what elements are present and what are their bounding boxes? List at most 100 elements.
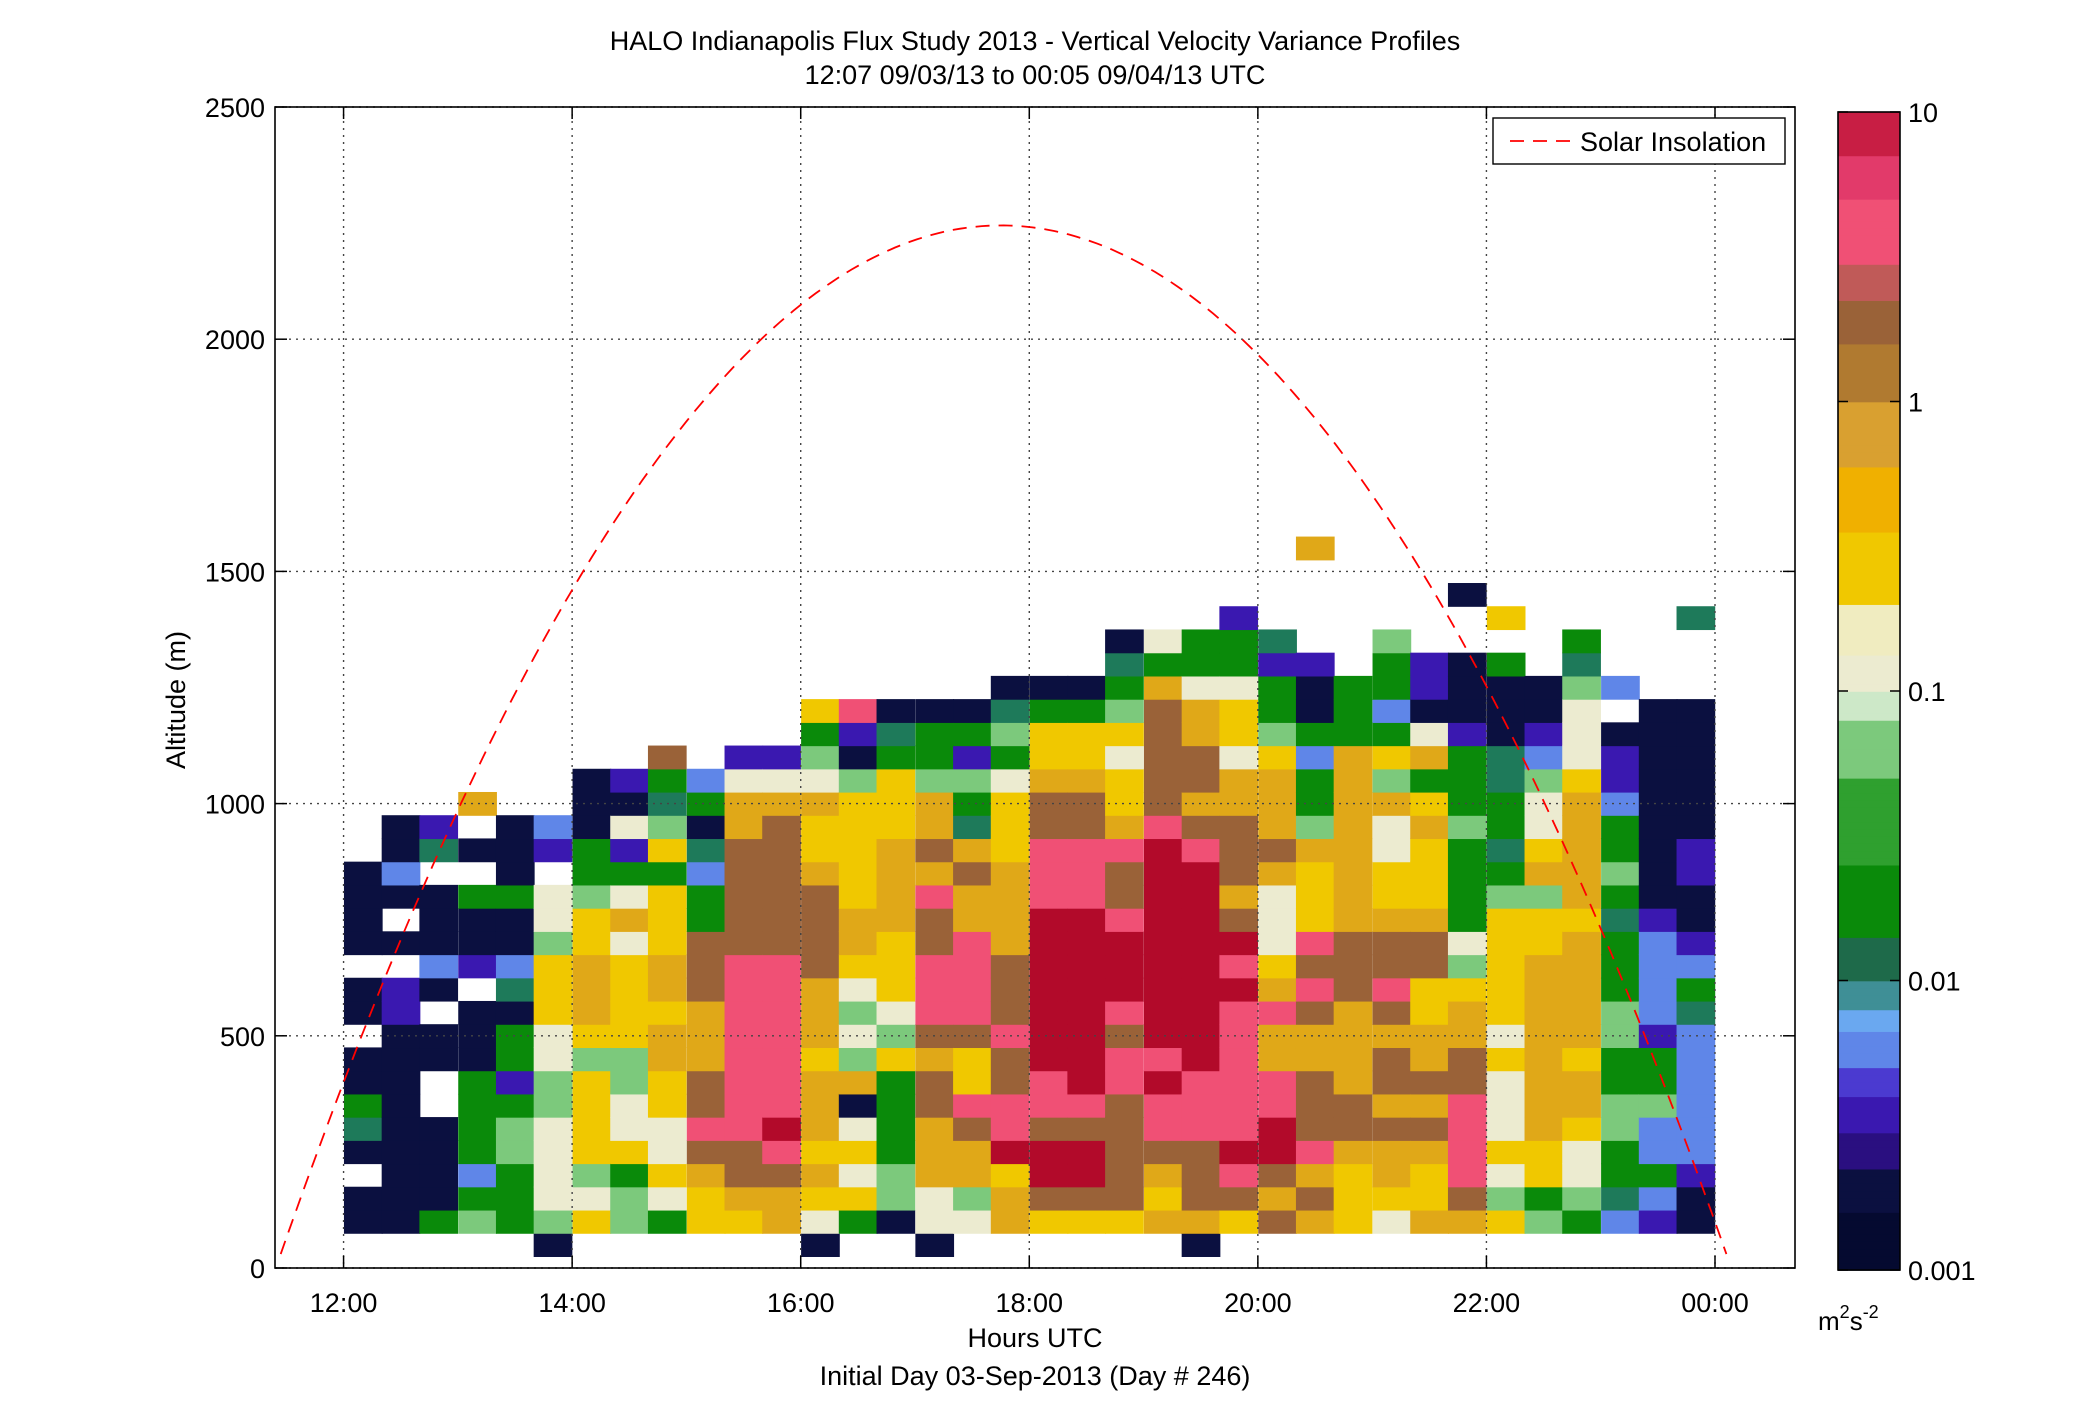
heatmap-cell <box>1067 768 1107 793</box>
heatmap-cell <box>1143 722 1183 747</box>
heatmap-cell <box>915 768 955 793</box>
heatmap-cell <box>533 1047 573 1072</box>
heatmap-cell <box>495 1186 535 1211</box>
heatmap-cell <box>762 954 801 979</box>
heatmap-cell <box>1524 1093 1564 1118</box>
heatmap-cell <box>1029 1186 1069 1211</box>
heatmap-cell <box>533 1140 573 1165</box>
heatmap-cell <box>1372 861 1412 886</box>
heatmap-cell <box>686 884 726 909</box>
heatmap-cell <box>1372 1024 1412 1049</box>
colorbar-band <box>1838 524 1900 533</box>
heatmap-cell <box>876 1140 916 1165</box>
heatmap-cell <box>1067 745 1107 770</box>
heatmap-cell <box>953 722 992 747</box>
heatmap-cell <box>953 908 992 932</box>
chart-title-line1: HALO Indianapolis Flux Study 2013 - Vert… <box>610 26 1460 56</box>
heatmap-cell <box>610 1024 649 1049</box>
heatmap-cell <box>876 1186 916 1211</box>
heatmap-cell <box>381 1000 421 1025</box>
heatmap-cell <box>762 1024 801 1049</box>
colorbar-band <box>1838 1197 1900 1206</box>
heatmap-cell <box>1410 884 1449 909</box>
heatmap-cell <box>1524 954 1564 979</box>
colorbar-band <box>1838 857 1900 866</box>
colorbar-band <box>1838 582 1900 591</box>
heatmap-cell <box>1067 675 1107 700</box>
heatmap-cell <box>1181 884 1221 909</box>
heatmap-cell <box>1410 699 1449 723</box>
heatmap-cell <box>1067 954 1107 979</box>
heatmap-cell <box>1105 652 1144 677</box>
heatmap-cell <box>1638 699 1678 723</box>
heatmap-cell <box>1143 1024 1183 1049</box>
heatmap-cell <box>801 722 840 747</box>
heatmap-cell <box>1219 884 1259 909</box>
heatmap-cell <box>1447 1000 1487 1025</box>
heatmap-cell <box>1181 1093 1221 1118</box>
heatmap-cell <box>686 1047 726 1072</box>
heatmap-cell <box>953 838 992 863</box>
colorbar-band <box>1838 1139 1900 1148</box>
heatmap-cell <box>990 1186 1030 1211</box>
heatmap-cell <box>953 1047 992 1072</box>
heatmap-cell <box>1676 1000 1716 1025</box>
heatmap-cell <box>915 1070 955 1095</box>
heatmap-cell <box>1447 838 1487 863</box>
heatmap-cell <box>953 1024 992 1049</box>
heatmap-cell <box>1181 1233 1221 1257</box>
heatmap-cell <box>1219 1047 1259 1072</box>
colorbar-band <box>1838 567 1900 576</box>
heatmap-cell <box>1029 1163 1069 1188</box>
heatmap-cell <box>686 1024 726 1049</box>
colorbar-band <box>1838 1190 1900 1199</box>
heatmap-cell <box>801 1093 840 1118</box>
heatmap-cell <box>1410 977 1449 1002</box>
heatmap-cell <box>1562 908 1601 932</box>
heatmap-cell <box>1333 1186 1373 1211</box>
heatmap-cell <box>1601 931 1640 956</box>
heatmap-cell <box>647 1093 687 1118</box>
heatmap-cell <box>381 884 421 909</box>
heatmap-cell <box>801 1117 840 1141</box>
heatmap-cell <box>1638 815 1678 840</box>
heatmap-cell <box>762 861 801 886</box>
colorbar-band <box>1838 575 1900 584</box>
heatmap-cell <box>1105 884 1144 909</box>
heatmap-cell <box>953 1000 992 1025</box>
colorbar-band <box>1838 828 1900 837</box>
heatmap-cell <box>915 1047 955 1072</box>
heatmap-cell <box>838 1070 878 1095</box>
heatmap-cell <box>343 977 383 1002</box>
x-tick-label: 22:00 <box>1453 1288 1521 1318</box>
colorbar-band <box>1838 300 1900 309</box>
colorbar-band <box>1838 1132 1900 1141</box>
heatmap-cell <box>1295 1024 1335 1049</box>
heatmap-cell <box>1410 931 1449 956</box>
heatmap-cell <box>647 977 687 1002</box>
colorbar-band <box>1838 1038 1900 1047</box>
colorbar-band <box>1838 292 1900 301</box>
colorbar-band <box>1838 1009 1900 1018</box>
heatmap-cell <box>1486 675 1526 700</box>
colorbar-band <box>1838 900 1900 909</box>
heatmap-cell <box>1447 1093 1487 1118</box>
heatmap-cell <box>1562 861 1601 886</box>
y-axis-label: Altitude (m) <box>161 631 191 769</box>
heatmap-cell <box>1258 954 1297 979</box>
heatmap-cell <box>762 908 801 932</box>
heatmap-cell <box>458 884 497 909</box>
colorbar-band <box>1838 770 1900 779</box>
colorbar-band <box>1838 647 1900 656</box>
heatmap-cell <box>1143 699 1183 723</box>
heatmap-cell <box>381 1209 421 1234</box>
heatmap-cell <box>1105 815 1144 840</box>
heatmap-cell <box>1029 931 1069 956</box>
heatmap-cell <box>1333 722 1373 747</box>
heatmap-cell <box>647 1186 687 1211</box>
heatmap-cell <box>1372 954 1412 979</box>
colorbar-band <box>1838 459 1900 468</box>
heatmap-cell <box>1105 861 1144 886</box>
heatmap-cell <box>838 861 878 886</box>
heatmap-cell <box>1410 1070 1449 1095</box>
